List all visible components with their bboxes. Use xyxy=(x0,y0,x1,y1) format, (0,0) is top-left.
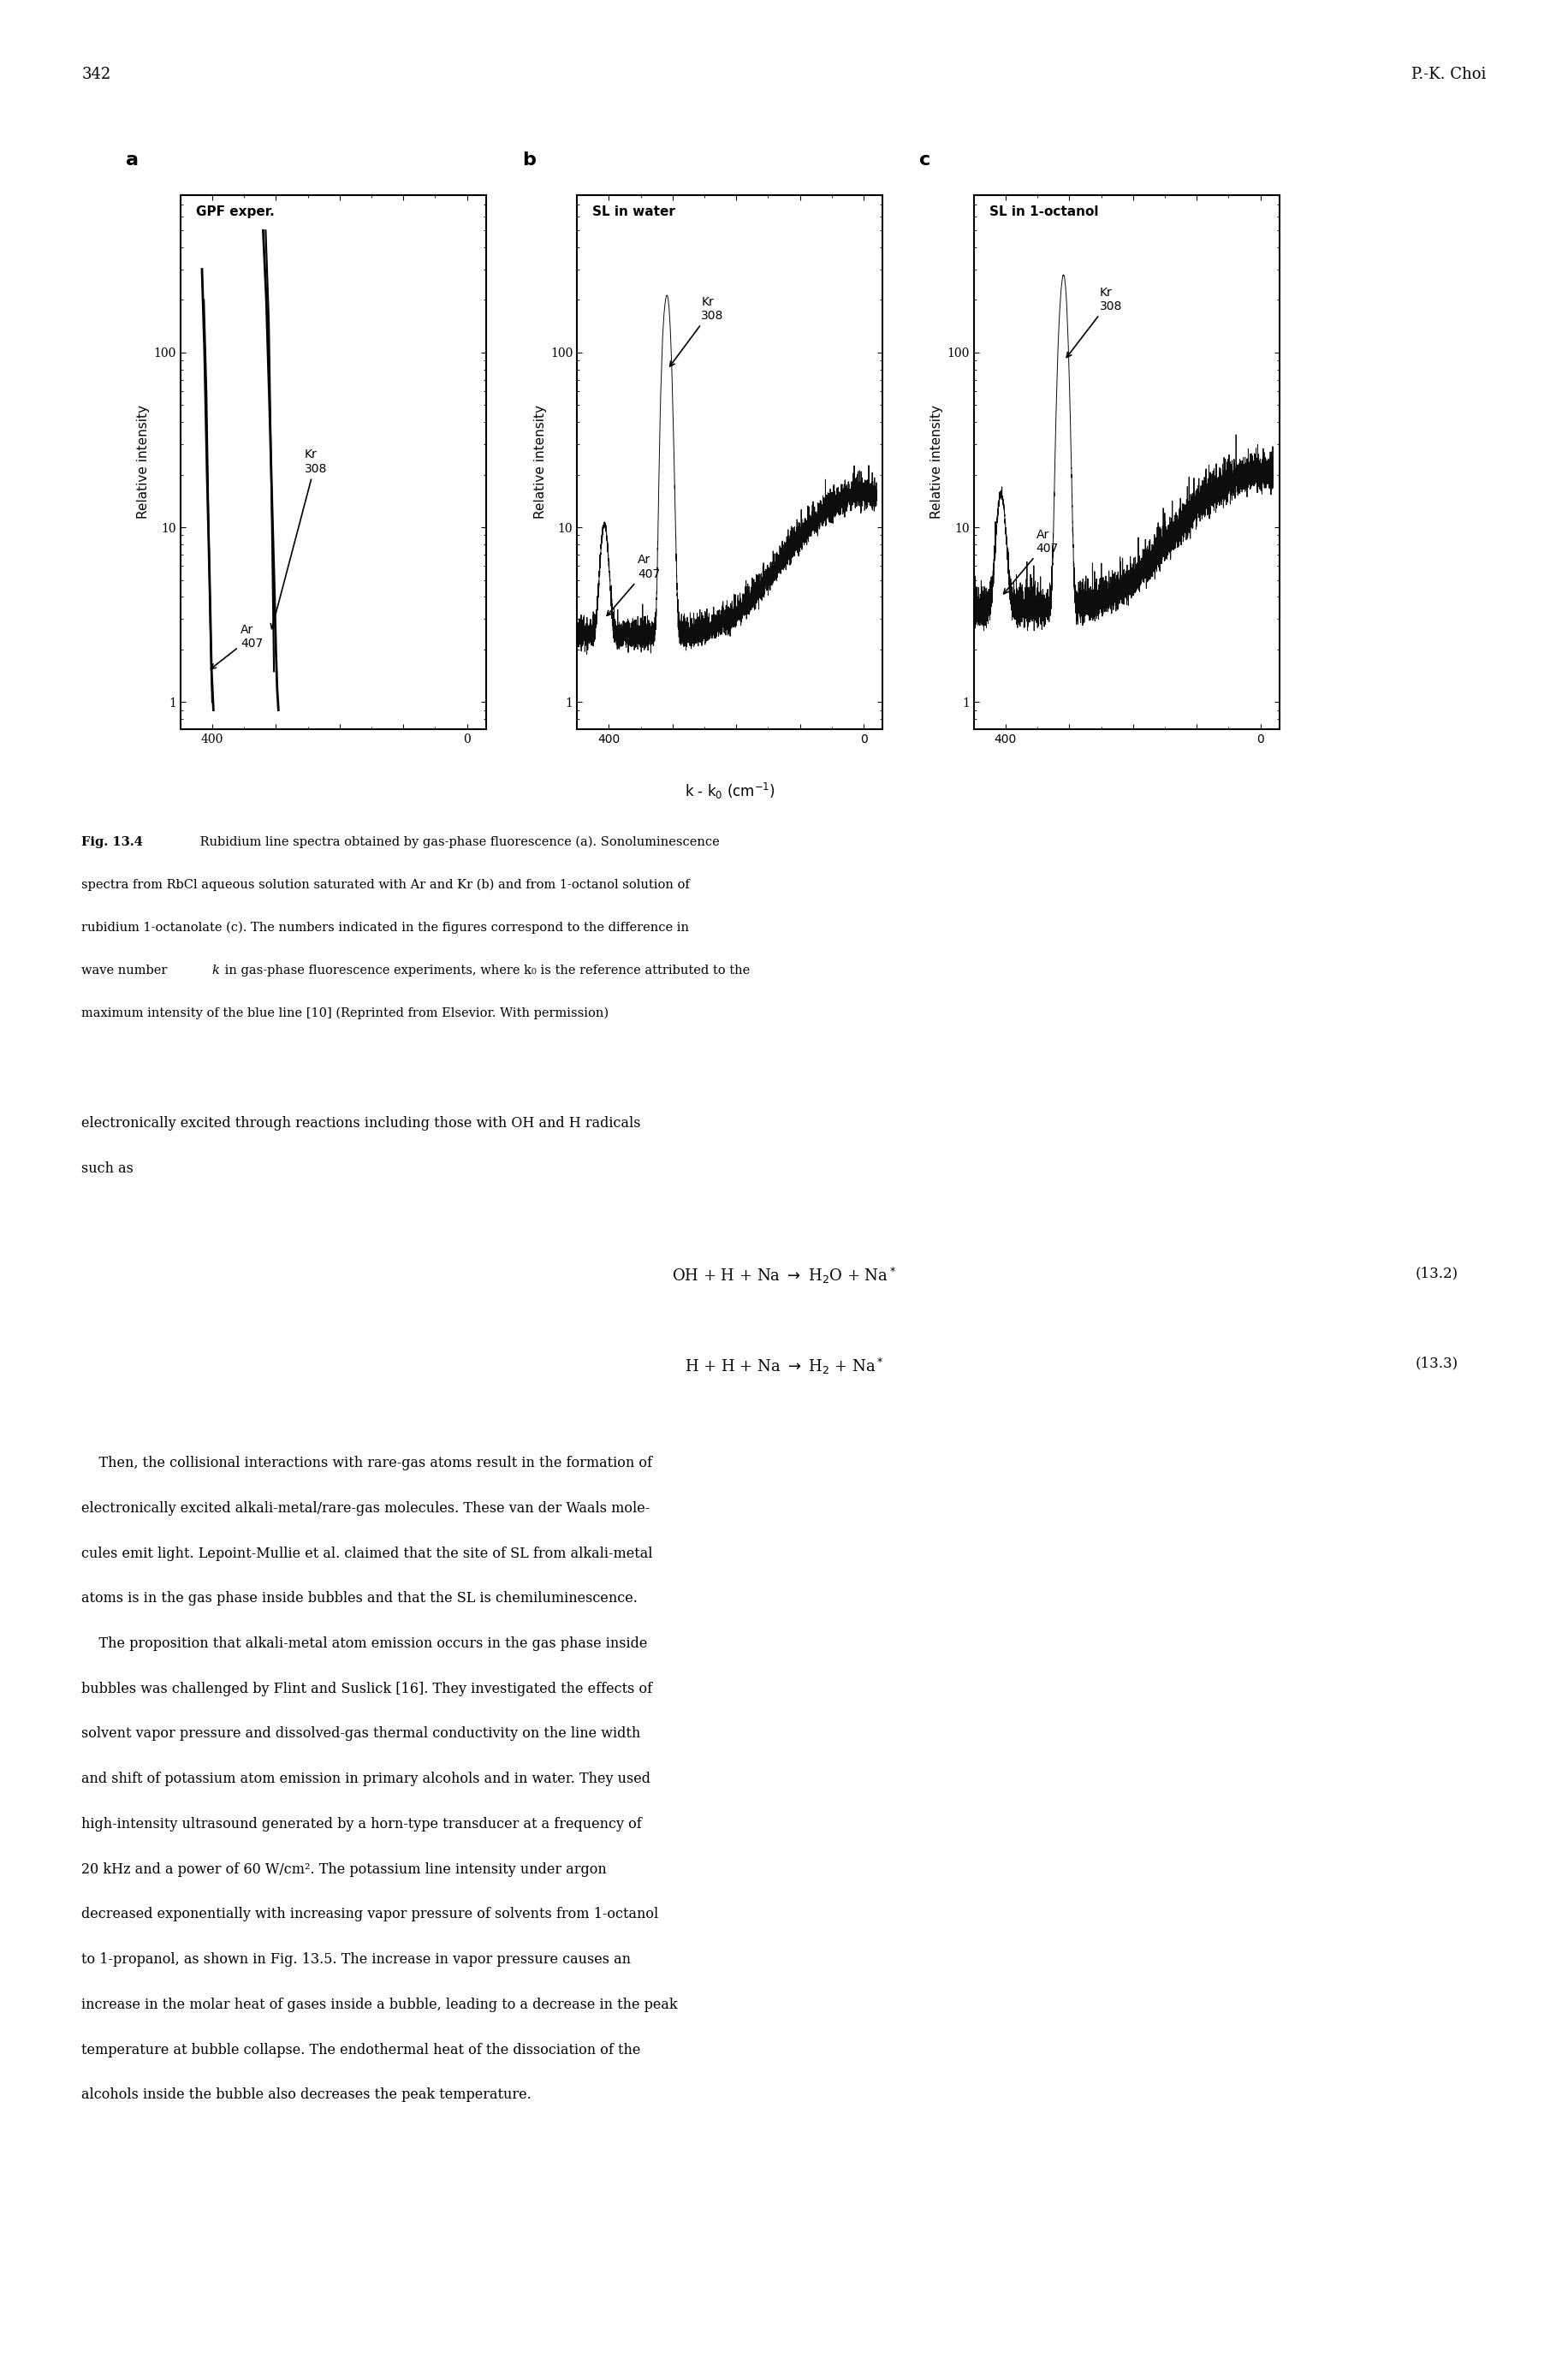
Text: electronically excited alkali-metal/rare-gas molecules. These van der Waals mole: electronically excited alkali-metal/rare… xyxy=(82,1501,651,1515)
Text: atoms is in the gas phase inside bubbles and that the SL is chemiluminescence.: atoms is in the gas phase inside bubbles… xyxy=(82,1591,638,1606)
Text: such as: such as xyxy=(82,1161,133,1176)
Text: P.-K. Choi: P.-K. Choi xyxy=(1411,66,1486,81)
Text: Ar
407: Ar 407 xyxy=(607,553,660,615)
Text: Ar
407: Ar 407 xyxy=(210,625,263,670)
Text: in gas-phase fluorescence experiments, where k₀ is the reference attributed to t: in gas-phase fluorescence experiments, w… xyxy=(221,964,750,976)
Text: Then, the collisional interactions with rare-gas atoms result in the formation o: Then, the collisional interactions with … xyxy=(82,1456,652,1470)
Text: Kr
308: Kr 308 xyxy=(271,449,328,629)
Text: solvent vapor pressure and dissolved-gas thermal conductivity on the line width: solvent vapor pressure and dissolved-gas… xyxy=(82,1727,641,1741)
Text: c: c xyxy=(919,152,930,169)
Text: increase in the molar heat of gases inside a bubble, leading to a decrease in th: increase in the molar heat of gases insi… xyxy=(82,1997,677,2012)
Text: high-intensity ultrasound generated by a horn-type transducer at a frequency of: high-intensity ultrasound generated by a… xyxy=(82,1817,641,1831)
Text: 342: 342 xyxy=(82,66,111,81)
Text: H + H + Na $\rightarrow$ H$_2$ + Na$^*$: H + H + Na $\rightarrow$ H$_2$ + Na$^*$ xyxy=(685,1356,883,1375)
Text: maximum intensity of the blue line [10] (Reprinted from Elsevior. With permissio: maximum intensity of the blue line [10] … xyxy=(82,1007,608,1019)
Text: k: k xyxy=(212,964,220,976)
Text: temperature at bubble collapse. The endothermal heat of the dissociation of the: temperature at bubble collapse. The endo… xyxy=(82,2042,641,2057)
Text: Rubidium line spectra obtained by gas-phase fluorescence (a). Sonoluminescence: Rubidium line spectra obtained by gas-ph… xyxy=(196,836,720,848)
Text: 20 kHz and a power of 60 W/cm². The potassium line intensity under argon: 20 kHz and a power of 60 W/cm². The pota… xyxy=(82,1862,607,1876)
Text: and shift of potassium atom emission in primary alcohols and in water. They used: and shift of potassium atom emission in … xyxy=(82,1772,651,1786)
Text: a: a xyxy=(125,152,138,169)
Text: wave number: wave number xyxy=(82,964,171,976)
Y-axis label: Relative intensity: Relative intensity xyxy=(930,406,944,518)
Text: k - k$_0$ (cm$^{-1}$): k - k$_0$ (cm$^{-1}$) xyxy=(685,781,775,800)
Text: SL in water: SL in water xyxy=(593,207,676,218)
Text: Fig. 13.4: Fig. 13.4 xyxy=(82,836,143,848)
Text: Kr
308: Kr 308 xyxy=(670,297,724,366)
Text: electronically excited through reactions including those with OH and H radicals: electronically excited through reactions… xyxy=(82,1116,641,1131)
Text: GPF exper.: GPF exper. xyxy=(196,207,274,218)
Y-axis label: Relative intensity: Relative intensity xyxy=(533,406,547,518)
Text: The proposition that alkali-metal atom emission occurs in the gas phase inside: The proposition that alkali-metal atom e… xyxy=(82,1636,648,1651)
Text: (13.2): (13.2) xyxy=(1416,1266,1458,1280)
Text: spectra from RbCl aqueous solution saturated with Ar and Kr (b) and from 1-octan: spectra from RbCl aqueous solution satur… xyxy=(82,879,690,891)
Text: bubbles was challenged by Flint and Suslick [16]. They investigated the effects : bubbles was challenged by Flint and Susl… xyxy=(82,1682,652,1696)
Text: cules emit light. Lepoint-Mullie et al. claimed that the site of SL from alkali-: cules emit light. Lepoint-Mullie et al. … xyxy=(82,1546,652,1560)
Text: (13.3): (13.3) xyxy=(1416,1356,1458,1370)
Text: decreased exponentially with increasing vapor pressure of solvents from 1-octano: decreased exponentially with increasing … xyxy=(82,1907,659,1921)
Text: alcohols inside the bubble also decreases the peak temperature.: alcohols inside the bubble also decrease… xyxy=(82,2088,532,2102)
Text: SL in 1-octanol: SL in 1-octanol xyxy=(989,207,1098,218)
Text: OH + H + Na $\rightarrow$ H$_2$O + Na$^*$: OH + H + Na $\rightarrow$ H$_2$O + Na$^*… xyxy=(673,1266,895,1285)
Text: rubidium 1-octanolate (c). The numbers indicated in the figures correspond to th: rubidium 1-octanolate (c). The numbers i… xyxy=(82,922,690,933)
Text: to 1-propanol, as shown in Fig. 13.5. The increase in vapor pressure causes an: to 1-propanol, as shown in Fig. 13.5. Th… xyxy=(82,1952,630,1966)
Text: Kr
308: Kr 308 xyxy=(1066,287,1123,356)
Text: Ar
407: Ar 407 xyxy=(1004,530,1058,594)
Text: b: b xyxy=(522,152,536,169)
Y-axis label: Relative intensity: Relative intensity xyxy=(136,406,151,518)
